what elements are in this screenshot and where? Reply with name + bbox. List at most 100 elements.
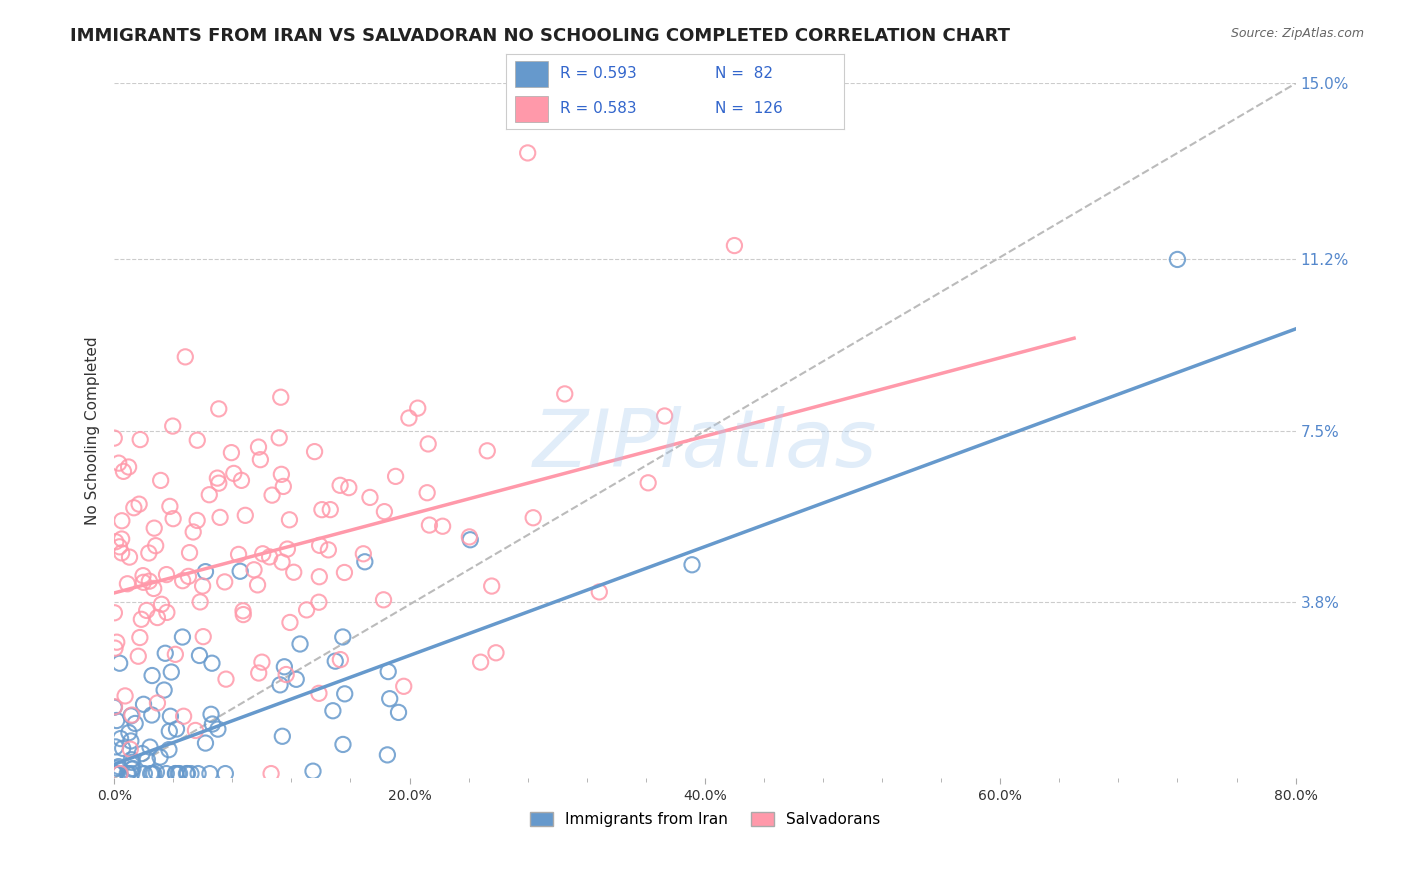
FancyBboxPatch shape bbox=[515, 96, 548, 122]
Point bbox=[198, 766, 221, 780]
Point bbox=[111, 532, 134, 546]
Point bbox=[333, 687, 356, 701]
Point bbox=[418, 518, 440, 533]
Point bbox=[155, 646, 177, 660]
Point bbox=[377, 665, 399, 679]
Point bbox=[117, 766, 139, 780]
Point bbox=[157, 724, 180, 739]
Point bbox=[201, 717, 224, 731]
Point bbox=[270, 467, 292, 482]
Point bbox=[387, 706, 409, 720]
Point bbox=[187, 766, 209, 780]
Point bbox=[153, 683, 176, 698]
Point bbox=[124, 716, 146, 731]
Point bbox=[232, 607, 254, 622]
Point bbox=[285, 673, 308, 687]
Point bbox=[117, 460, 139, 475]
Point bbox=[156, 606, 179, 620]
Point bbox=[373, 592, 395, 607]
Point bbox=[134, 766, 156, 780]
Point bbox=[143, 521, 166, 535]
Point bbox=[176, 766, 198, 780]
Point bbox=[132, 568, 155, 582]
Point bbox=[276, 667, 298, 681]
Point bbox=[146, 610, 169, 624]
Point bbox=[165, 766, 187, 780]
Point bbox=[105, 635, 128, 649]
Point bbox=[157, 742, 180, 756]
Point bbox=[246, 578, 269, 592]
Point bbox=[353, 555, 375, 569]
Point bbox=[139, 766, 162, 780]
Point bbox=[359, 491, 381, 505]
Point bbox=[184, 723, 207, 738]
Point bbox=[107, 456, 129, 470]
Point bbox=[135, 603, 157, 617]
Point bbox=[167, 766, 190, 780]
Point bbox=[149, 474, 172, 488]
Point bbox=[142, 582, 165, 596]
Point bbox=[145, 765, 167, 780]
Point bbox=[132, 698, 155, 712]
Point bbox=[252, 547, 274, 561]
Point bbox=[554, 387, 576, 401]
Point bbox=[108, 766, 131, 780]
Point bbox=[194, 736, 217, 750]
Point bbox=[173, 709, 195, 723]
Point bbox=[232, 604, 254, 618]
Point bbox=[159, 709, 181, 723]
Point bbox=[149, 750, 172, 764]
Point bbox=[308, 538, 330, 552]
Text: ZIPlatlas: ZIPlatlas bbox=[533, 406, 877, 483]
Point bbox=[121, 766, 143, 780]
Point bbox=[1166, 252, 1188, 267]
Point bbox=[233, 508, 256, 523]
Point bbox=[165, 648, 187, 662]
Point bbox=[104, 766, 127, 780]
Point bbox=[108, 657, 131, 671]
Point bbox=[159, 500, 181, 514]
Text: R = 0.583: R = 0.583 bbox=[560, 102, 637, 116]
Point bbox=[103, 766, 125, 780]
Point bbox=[392, 679, 415, 693]
Point bbox=[103, 431, 125, 445]
Point bbox=[588, 585, 610, 599]
Point bbox=[131, 747, 153, 761]
Point bbox=[333, 566, 356, 580]
Point bbox=[104, 641, 127, 656]
Point bbox=[107, 759, 129, 773]
Point bbox=[228, 548, 250, 562]
Point bbox=[522, 510, 544, 524]
Point bbox=[181, 524, 204, 539]
Point bbox=[146, 696, 169, 710]
Point bbox=[295, 603, 318, 617]
Point bbox=[127, 649, 149, 664]
Point bbox=[278, 615, 301, 630]
Point bbox=[110, 731, 132, 746]
Point bbox=[352, 547, 374, 561]
Point bbox=[129, 433, 152, 447]
Point bbox=[188, 595, 211, 609]
Point bbox=[458, 533, 481, 547]
Point bbox=[681, 558, 703, 572]
Point bbox=[637, 475, 659, 490]
Point bbox=[273, 660, 295, 674]
Point bbox=[132, 575, 155, 590]
Point bbox=[470, 655, 492, 669]
Point bbox=[128, 631, 150, 645]
Point bbox=[120, 709, 142, 723]
Point bbox=[332, 738, 354, 752]
Point bbox=[308, 595, 330, 609]
Point bbox=[155, 567, 177, 582]
Point bbox=[105, 714, 128, 728]
Point bbox=[207, 471, 229, 485]
Point bbox=[150, 597, 173, 611]
Point bbox=[141, 708, 163, 723]
Point bbox=[120, 742, 142, 756]
Point bbox=[207, 722, 229, 736]
Point bbox=[111, 514, 134, 528]
Point bbox=[172, 574, 194, 588]
Point bbox=[122, 500, 145, 515]
Point bbox=[221, 445, 243, 459]
Point bbox=[458, 530, 481, 544]
